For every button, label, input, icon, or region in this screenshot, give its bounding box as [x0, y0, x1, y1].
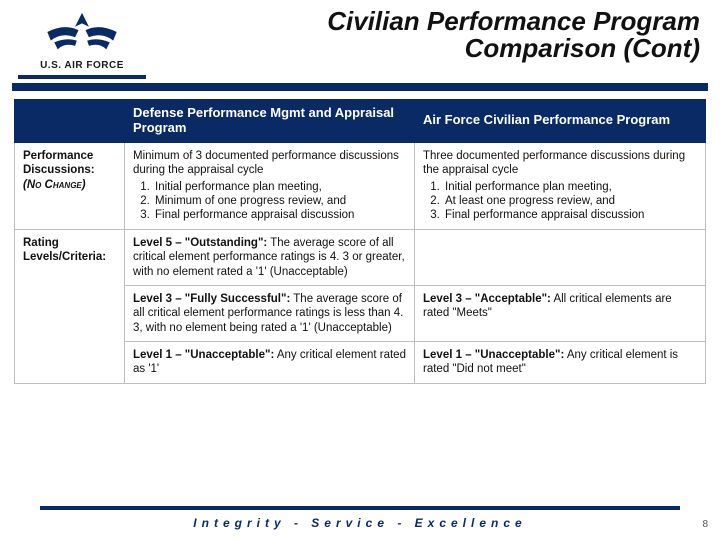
footer-motto: Integrity - Service - Excellence	[0, 516, 720, 530]
usaf-wings-icon	[37, 6, 127, 58]
col-header-defense: Defense Performance Mgmt and Appraisal P…	[125, 100, 415, 143]
col-header-af: Air Force Civilian Performance Program	[415, 100, 706, 143]
title-line-1: Civilian Performance Program	[327, 6, 700, 36]
content-area: Defense Performance Mgmt and Appraisal P…	[0, 99, 720, 384]
header-divider	[12, 83, 708, 91]
intro-text: Three documented performance discussions…	[423, 149, 697, 178]
table-row: Performance Discussions: (No Change) Min…	[15, 142, 706, 229]
cell-level5-defense: Level 5 – "Outstanding": The average sco…	[125, 229, 415, 285]
row-label-rating: Rating Levels/Criteria:	[15, 229, 125, 383]
table-row: Rating Levels/Criteria: Level 5 – "Outst…	[15, 229, 706, 285]
level-label: Level 3 – "Fully Successful":	[133, 293, 290, 305]
intro-text: Minimum of 3 documented performance disc…	[133, 149, 406, 178]
title-line-2: Comparison (Cont)	[465, 33, 700, 63]
level-label: Level 1 – "Unacceptable":	[423, 349, 564, 361]
list-item: Initial performance plan meeting,	[443, 180, 697, 194]
cell-discussions-af: Three documented performance discussions…	[415, 142, 706, 229]
list-item: Final performance appraisal discussion	[443, 208, 697, 222]
row-label-text: Performance Discussions:	[23, 149, 116, 178]
row-label-text: Rating Levels/Criteria:	[23, 236, 116, 265]
usaf-label: U.S. AIR FORCE	[40, 60, 124, 71]
logo-underline	[18, 75, 146, 79]
cell-level1-defense: Level 1 – "Unacceptable": Any critical e…	[125, 342, 415, 384]
no-change-note: (No Change)	[23, 179, 86, 191]
cell-discussions-defense: Minimum of 3 documented performance disc…	[125, 142, 415, 229]
col-header-blank	[15, 100, 125, 143]
defense-discussion-list: Initial performance plan meeting, Minimu…	[153, 180, 406, 223]
comparison-table: Defense Performance Mgmt and Appraisal P…	[14, 99, 706, 384]
level-label: Level 3 – "Acceptable":	[423, 293, 551, 305]
footer-divider	[40, 506, 680, 510]
af-discussion-list: Initial performance plan meeting, At lea…	[443, 180, 697, 223]
cell-level5-af	[415, 229, 706, 285]
list-item: At least one progress review, and	[443, 194, 697, 208]
level-label: Level 1 – "Unacceptable":	[133, 349, 274, 361]
level-label: Level 5 – "Outstanding":	[133, 237, 267, 249]
table-header-row: Defense Performance Mgmt and Appraisal P…	[15, 100, 706, 143]
cell-level1-af: Level 1 – "Unacceptable": Any critical e…	[415, 342, 706, 384]
cell-level3-af: Level 3 – "Acceptable": All critical ele…	[415, 285, 706, 341]
slide-header: U.S. AIR FORCE Civilian Performance Prog…	[0, 0, 720, 79]
slide-title: Civilian Performance Program Comparison …	[152, 6, 708, 63]
list-item: Initial performance plan meeting,	[153, 180, 406, 194]
cell-level3-defense: Level 3 – "Fully Successful": The averag…	[125, 285, 415, 341]
list-item: Minimum of one progress review, and	[153, 194, 406, 208]
page-number: 8	[702, 519, 708, 530]
usaf-logo-block: U.S. AIR FORCE	[12, 6, 152, 79]
list-item: Final performance appraisal discussion	[153, 208, 406, 222]
row-label-discussions: Performance Discussions: (No Change)	[15, 142, 125, 229]
